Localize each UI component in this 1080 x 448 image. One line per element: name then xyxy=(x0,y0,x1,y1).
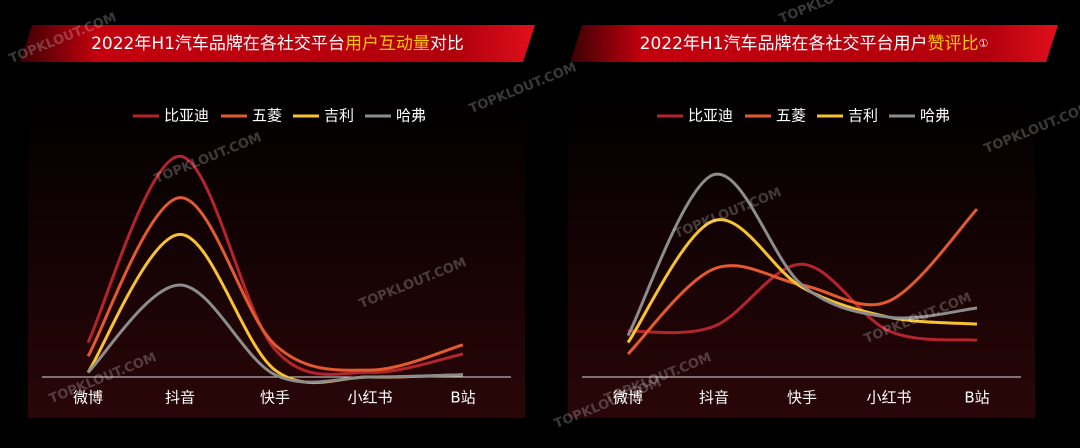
title-part: ① xyxy=(979,37,989,50)
legend-label: 吉利 xyxy=(324,107,354,125)
series-line xyxy=(86,283,464,384)
chart-panel xyxy=(568,92,1035,418)
legend-label: 哈弗 xyxy=(396,107,426,125)
series-line xyxy=(627,262,978,342)
x-tick-label: 抖音 xyxy=(699,389,729,407)
x-tick-label: 快手 xyxy=(260,389,290,407)
title-part: 2022年H1汽车品牌在各社交平台 xyxy=(91,34,345,54)
x-tick-label: 抖音 xyxy=(165,389,195,407)
legend-label: 比亚迪 xyxy=(164,107,209,125)
title-part: 用户互动量 xyxy=(345,34,430,54)
x-tick-label: 微博 xyxy=(613,389,643,407)
x-tick-label: 小红书 xyxy=(347,389,392,407)
x-tick-label: 小红书 xyxy=(866,389,911,407)
series-line xyxy=(86,154,464,376)
chart-title: 2022年H1汽车品牌在各社交平台用户互动量对比 xyxy=(91,34,464,54)
title-part: 对比 xyxy=(430,34,464,54)
x-tick-label: B站 xyxy=(964,389,989,407)
series-line xyxy=(86,196,464,372)
chart-title: 2022年H1汽车品牌在各社交平台用户赞评比① xyxy=(640,34,989,54)
title-banner xyxy=(570,25,1058,62)
x-tick-label: B站 xyxy=(450,389,475,407)
x-tick-label: 快手 xyxy=(787,389,817,407)
chart-panel xyxy=(28,92,525,418)
title-banner xyxy=(20,25,535,62)
legend-label: 五菱 xyxy=(252,107,282,125)
legend-label: 比亚迪 xyxy=(688,107,733,125)
series-line xyxy=(626,172,978,337)
series-line xyxy=(626,218,978,344)
legend-label: 哈弗 xyxy=(920,107,950,125)
legend-label: 五菱 xyxy=(776,107,806,125)
legend-label: 吉利 xyxy=(848,107,878,125)
x-tick-label: 微博 xyxy=(73,389,103,407)
title-part: 赞评比 xyxy=(928,34,979,54)
title-part: 2022年H1汽车品牌在各社交平台用户 xyxy=(640,34,928,54)
